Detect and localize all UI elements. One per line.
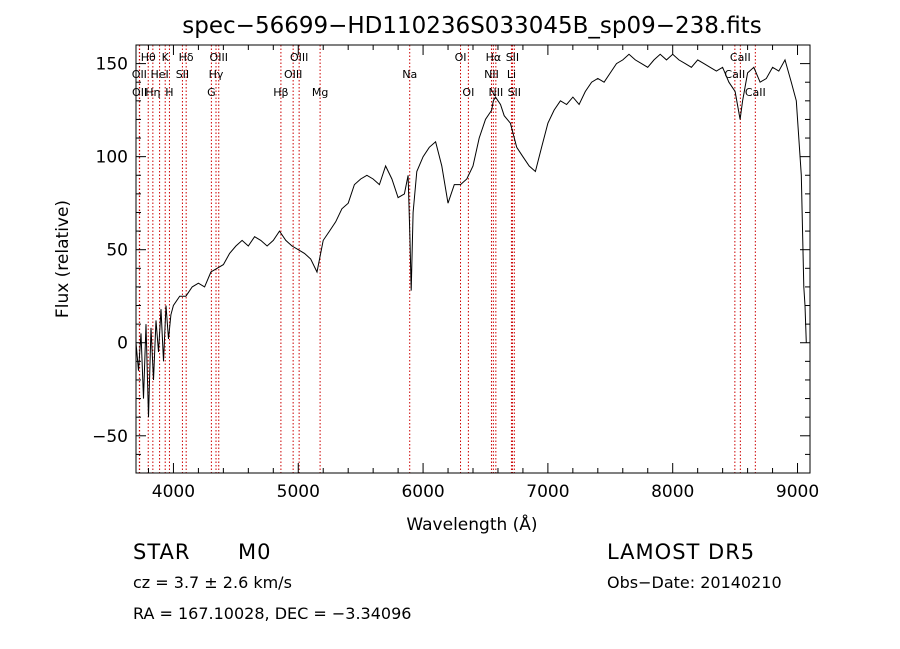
emission-line-markers [138, 45, 756, 473]
x-tick-label: 7000 [526, 482, 569, 502]
x-axis-label: Wavelength (Å) [406, 513, 537, 535]
emission-line-labels: Hθ K Hδ OIII OIII OI Hα SII CaII OII HeI SII Hγ OIII N… [132, 51, 766, 99]
y-tick-label: 150 [96, 55, 128, 75]
line-marker-label: HeI [150, 68, 168, 81]
y-tick-label: −50 [92, 427, 128, 447]
y-axis-label: Flux (relative) [53, 200, 73, 318]
object-type: STAR [133, 540, 191, 564]
line-marker-label: CaII [724, 68, 745, 81]
y-tick-label: 0 [117, 334, 128, 354]
x-tick-label: 5000 [277, 482, 320, 502]
line-marker-label: NII [488, 86, 503, 99]
line-marker-label: OI [455, 51, 467, 64]
line-marker-label: OII [132, 68, 147, 81]
y-axis: −50 0 50 100 150 [92, 44, 810, 474]
line-marker-label: OIII [210, 51, 228, 64]
line-marker-label: OI [462, 86, 474, 99]
line-marker-label: OIII [284, 68, 302, 81]
spectrum-line [135, 53, 807, 418]
coordinates: RA = 167.10028, DEC = −3.34096 [133, 604, 412, 623]
y-tick-label: 50 [106, 241, 128, 261]
line-marker-label: Hα [486, 51, 502, 64]
object-subclass: M0 [238, 540, 272, 564]
line-marker-label: OIII [290, 51, 308, 64]
line-marker-label: H [165, 86, 173, 99]
line-marker-label: CaII [730, 51, 751, 64]
line-marker-label: Hβ [273, 86, 288, 99]
observation-date: Obs−Date: 20140210 [607, 573, 782, 592]
plot-frame [135, 44, 811, 474]
redshift-velocity: cz = 3.7 ± 2.6 km/s [133, 573, 292, 592]
chart-title: spec−56699−HD110236S033045B_sp09−238.fit… [182, 13, 761, 39]
line-marker-label: Na [402, 68, 417, 81]
y-tick-label: 100 [96, 148, 128, 168]
line-marker-label: NII [484, 68, 499, 81]
line-marker-label: Hδ [179, 51, 194, 64]
x-tick-label: 4000 [152, 482, 195, 502]
line-marker-label: SII [176, 68, 189, 81]
x-tick-label: 9000 [776, 482, 819, 502]
line-marker-label: Hγ [209, 68, 224, 81]
line-marker-label: Li [507, 68, 516, 81]
line-marker-label: Hθ [141, 51, 156, 64]
line-marker-label: CaII [745, 86, 766, 99]
line-marker-label: K [162, 51, 170, 64]
x-tick-label: 6000 [401, 482, 444, 502]
x-axis: 4000 5000 6000 7000 8000 9000 [147, 45, 819, 502]
line-marker-label: SII [506, 51, 519, 64]
line-marker-label: SII [508, 86, 521, 99]
line-marker-label: Mg [312, 86, 328, 99]
line-marker-label: Hη [145, 86, 160, 99]
line-marker-label: G [207, 86, 216, 99]
x-tick-label: 8000 [651, 482, 694, 502]
survey-name: LAMOST DR5 [607, 540, 756, 564]
